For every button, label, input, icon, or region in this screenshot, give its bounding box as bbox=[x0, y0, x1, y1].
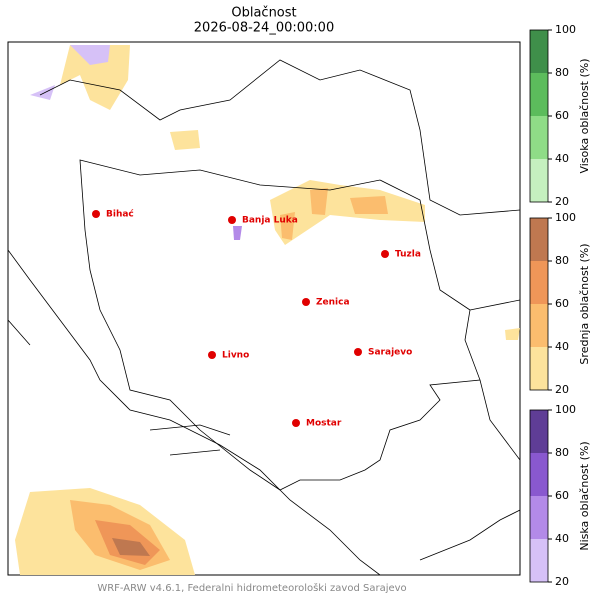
colorbar-band bbox=[530, 73, 548, 116]
city-label: Mostar bbox=[306, 419, 342, 429]
city-label: Livno bbox=[222, 351, 249, 361]
colorbar-tick-label: 100 bbox=[555, 23, 576, 36]
colorbar-band bbox=[530, 410, 548, 453]
colorbar-band bbox=[530, 453, 548, 496]
colorbar-tick-label: 40 bbox=[555, 152, 569, 165]
colorbar-tick-label: 20 bbox=[555, 195, 569, 208]
city-label: Bihać bbox=[106, 209, 134, 220]
colorbar-band bbox=[530, 159, 548, 202]
city-marker bbox=[302, 298, 310, 306]
colorbar-label: Niska oblačnost (%) bbox=[578, 441, 591, 550]
city-label: Zenica bbox=[316, 298, 350, 308]
colorbar-band bbox=[530, 261, 548, 304]
colorbar-band bbox=[530, 496, 548, 539]
city-marker bbox=[381, 250, 389, 258]
subtitle: 2026-08-24_00:00:00 bbox=[194, 21, 334, 36]
colorbar-tick-label: 80 bbox=[555, 254, 569, 267]
title: Oblačnost bbox=[231, 6, 296, 21]
city-marker bbox=[354, 348, 362, 356]
colorbar-tick-label: 100 bbox=[555, 403, 576, 416]
colorbar-tick-label: 40 bbox=[555, 340, 569, 353]
colorbar-band bbox=[530, 116, 548, 159]
colorbar-tick-label: 100 bbox=[555, 211, 576, 224]
colorbar-band bbox=[530, 539, 548, 582]
colorbar-band bbox=[530, 304, 548, 347]
colorbar-tick-label: 80 bbox=[555, 66, 569, 79]
city-marker bbox=[292, 419, 300, 427]
city-label: Sarajevo bbox=[368, 348, 412, 358]
colorbar-tick-label: 20 bbox=[555, 383, 569, 396]
colorbar-band bbox=[530, 347, 548, 390]
colorbar-tick-label: 80 bbox=[555, 446, 569, 459]
colorbar-label: Visoka oblačnost (%) bbox=[578, 58, 591, 173]
colorbar-band bbox=[530, 30, 548, 73]
city-label: Banja Luka bbox=[242, 216, 298, 226]
city-label: Tuzla bbox=[395, 250, 421, 260]
colorbar-tick-label: 60 bbox=[555, 109, 569, 122]
colorbar-tick-label: 60 bbox=[555, 297, 569, 310]
colorbar-tick-label: 60 bbox=[555, 489, 569, 502]
colorbar-tick-label: 40 bbox=[555, 532, 569, 545]
footer: WRF-ARW v4.6.1, Federalni hidrometeorolo… bbox=[97, 582, 406, 594]
city-marker bbox=[92, 210, 100, 218]
colorbar-band bbox=[530, 218, 548, 261]
map bbox=[7, 41, 521, 576]
colorbar-tick-label: 20 bbox=[555, 575, 569, 588]
city-marker bbox=[208, 351, 216, 359]
colorbar-label: Srednja oblačnost (%) bbox=[578, 243, 591, 364]
city-marker bbox=[228, 216, 236, 224]
